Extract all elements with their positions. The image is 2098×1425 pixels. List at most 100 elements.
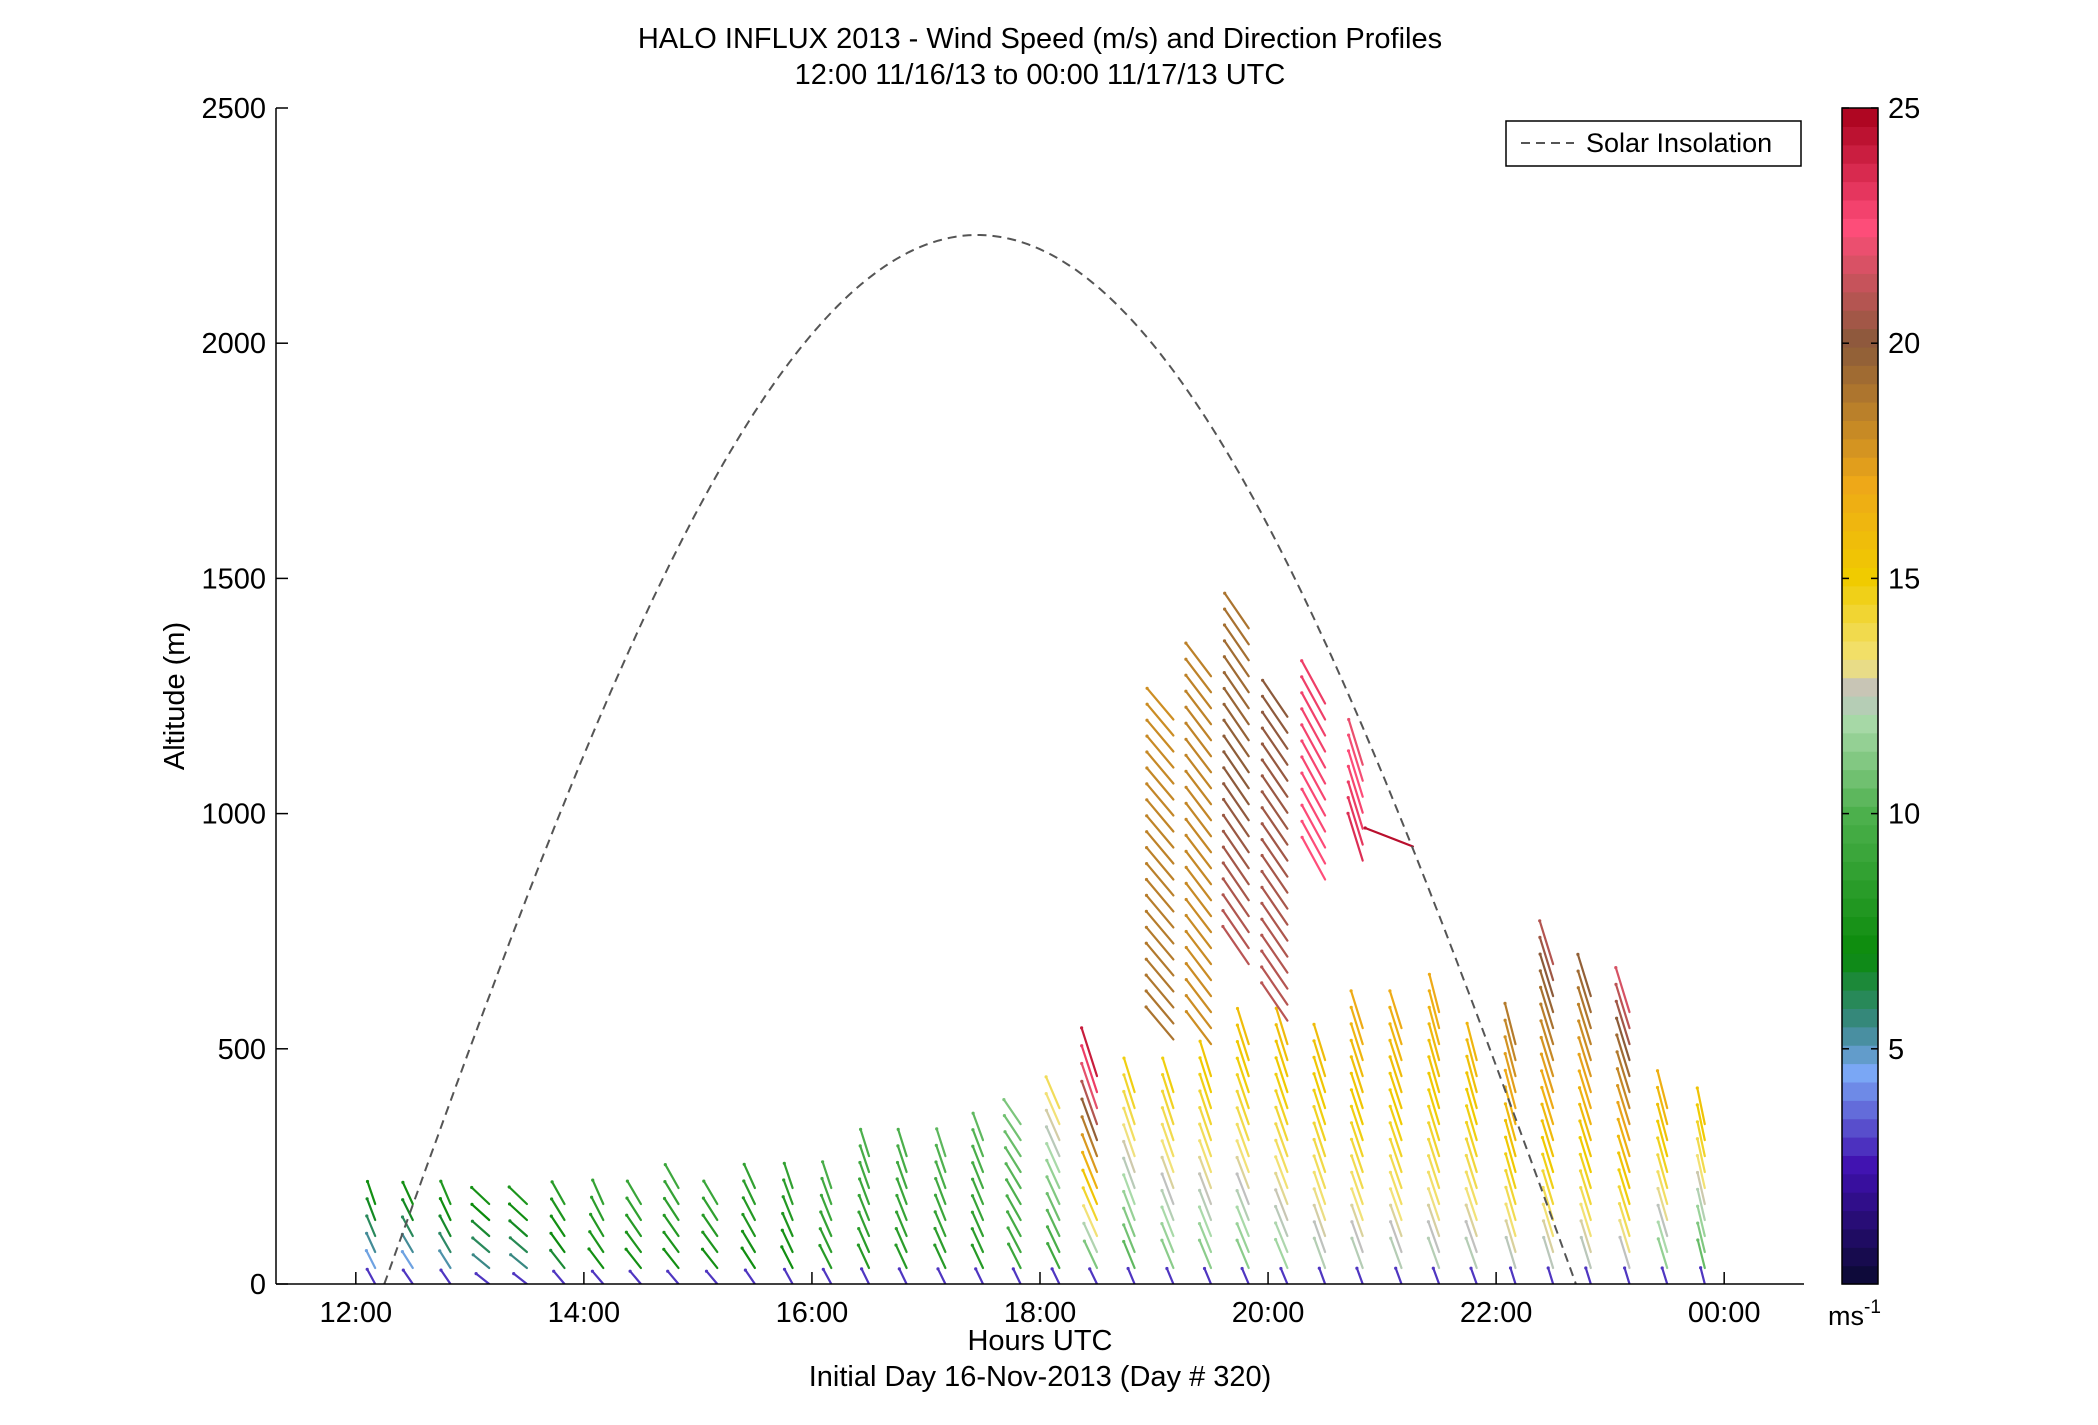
wind-barb-head bbox=[1260, 710, 1265, 714]
wind-barb bbox=[1696, 1221, 1706, 1254]
wind-barb bbox=[1388, 1055, 1403, 1094]
wind-barb-head bbox=[1426, 1203, 1431, 1207]
wind-barb bbox=[741, 1230, 757, 1254]
wind-barb bbox=[1579, 1203, 1592, 1238]
wind-barb bbox=[1160, 1239, 1175, 1270]
wind-barb-head bbox=[1465, 1038, 1469, 1042]
wind-barb-head bbox=[701, 1196, 706, 1200]
wind-barb-head bbox=[780, 1228, 784, 1232]
wind-barb bbox=[1198, 1189, 1213, 1222]
wind-barb bbox=[1081, 1133, 1099, 1174]
colorbar-band bbox=[1842, 475, 1878, 495]
wind-barb bbox=[1184, 818, 1213, 854]
wind-barb-head bbox=[1160, 1238, 1164, 1242]
wind-barb-head bbox=[438, 1197, 442, 1201]
colorbar-unit-base: ms bbox=[1828, 1301, 1864, 1331]
wind-barb bbox=[1279, 1267, 1289, 1284]
wind-barb-head bbox=[1198, 1122, 1202, 1126]
wind-barb-head bbox=[1349, 1038, 1353, 1042]
wind-barb bbox=[1504, 1069, 1517, 1110]
wind-barb bbox=[625, 1196, 643, 1222]
wind-barb bbox=[1504, 1219, 1517, 1254]
wind-barb bbox=[663, 1197, 680, 1222]
wind-barb-head bbox=[1044, 1075, 1048, 1079]
wind-barb-head bbox=[666, 1269, 670, 1273]
colorbar-band bbox=[1842, 291, 1878, 311]
wind-barb-head bbox=[625, 1179, 630, 1183]
wind-barb-head bbox=[781, 1195, 785, 1199]
wind-barb-head bbox=[1578, 1169, 1583, 1173]
wind-barb bbox=[625, 1214, 643, 1238]
wind-barb-head bbox=[1469, 1266, 1473, 1270]
wind-barb-head bbox=[1614, 999, 1618, 1003]
wind-barb bbox=[1007, 1242, 1022, 1270]
wind-barb bbox=[1003, 1114, 1022, 1142]
wind-barb bbox=[1427, 1105, 1441, 1142]
wind-barb bbox=[439, 1180, 452, 1206]
wind-barb bbox=[1656, 1204, 1669, 1238]
wind-barb-head bbox=[1198, 1089, 1202, 1093]
wind-barb-head bbox=[1122, 1173, 1126, 1177]
wind-barb-head bbox=[1504, 1202, 1508, 1206]
colorbar-band bbox=[1842, 696, 1878, 715]
wind-barb-head bbox=[1222, 639, 1227, 643]
wind-barb bbox=[549, 1232, 566, 1254]
colorbar-band bbox=[1842, 310, 1878, 330]
wind-barb-head bbox=[1122, 1056, 1126, 1060]
wind-barb bbox=[1145, 958, 1175, 993]
wind-barb bbox=[1427, 1138, 1441, 1174]
wind-barb-head bbox=[741, 1196, 745, 1200]
wind-barb-head bbox=[1503, 1052, 1507, 1056]
x-axis-label-secondary: Initial Day 16-Nov-2013 (Day # 320) bbox=[809, 1361, 1272, 1393]
wind-barb bbox=[1185, 930, 1213, 966]
wind-barb bbox=[1577, 1019, 1592, 1062]
wind-barb-head bbox=[1540, 1119, 1544, 1123]
colorbar-band bbox=[1842, 916, 1878, 936]
colorbar-band bbox=[1842, 879, 1878, 899]
wind-barb bbox=[1503, 1035, 1517, 1078]
wind-barb bbox=[1577, 1003, 1592, 1046]
wind-barb bbox=[550, 1214, 566, 1238]
colorbar-band bbox=[1842, 1155, 1878, 1175]
wind-barb bbox=[1579, 1153, 1592, 1190]
colorbar-band bbox=[1842, 255, 1878, 274]
wind-barb bbox=[1235, 1172, 1250, 1206]
wind-barb bbox=[1364, 826, 1415, 848]
wind-barb-head bbox=[1504, 1219, 1508, 1223]
wind-barb bbox=[438, 1232, 452, 1254]
wind-barb bbox=[1122, 1073, 1136, 1110]
wind-barb bbox=[666, 1270, 680, 1284]
colorbar-band bbox=[1842, 659, 1878, 679]
wind-barb-head bbox=[1623, 1266, 1627, 1270]
wind-barb bbox=[365, 1232, 377, 1254]
wind-barb bbox=[628, 1270, 643, 1284]
colorbar-band bbox=[1842, 365, 1878, 385]
wind-barb-head bbox=[1656, 1136, 1660, 1140]
wind-barb-head bbox=[1300, 787, 1304, 791]
wind-barb-head bbox=[1184, 962, 1188, 966]
wind-barb bbox=[549, 1249, 566, 1270]
wind-barb-head bbox=[1144, 909, 1148, 914]
wind-barb bbox=[1504, 1169, 1517, 1206]
wind-barb-head bbox=[1003, 1146, 1008, 1150]
wind-barb bbox=[1235, 1239, 1250, 1270]
wind-barb-head bbox=[1221, 813, 1226, 818]
wind-barb-head bbox=[1260, 853, 1264, 858]
wind-barb-head bbox=[1145, 702, 1149, 706]
wind-barb-head bbox=[1260, 790, 1264, 794]
wind-barb bbox=[1003, 1130, 1022, 1158]
wind-barb-head bbox=[1082, 1221, 1086, 1225]
wind-barb bbox=[1389, 1187, 1403, 1222]
wind-barb-head bbox=[1538, 969, 1542, 973]
wind-barb bbox=[1504, 1119, 1517, 1158]
wind-barb-head bbox=[1274, 1056, 1278, 1060]
wind-barb-head bbox=[628, 1269, 632, 1273]
wind-barb bbox=[702, 1196, 719, 1222]
wind-barb bbox=[508, 1219, 529, 1238]
wind-barb-head bbox=[591, 1178, 595, 1182]
wind-barb bbox=[1540, 1036, 1555, 1078]
wind-barb-head bbox=[1579, 1219, 1583, 1223]
wind-barb-head bbox=[933, 1226, 937, 1231]
wind-barb-head bbox=[1350, 1236, 1354, 1240]
wind-barb bbox=[1145, 750, 1175, 785]
